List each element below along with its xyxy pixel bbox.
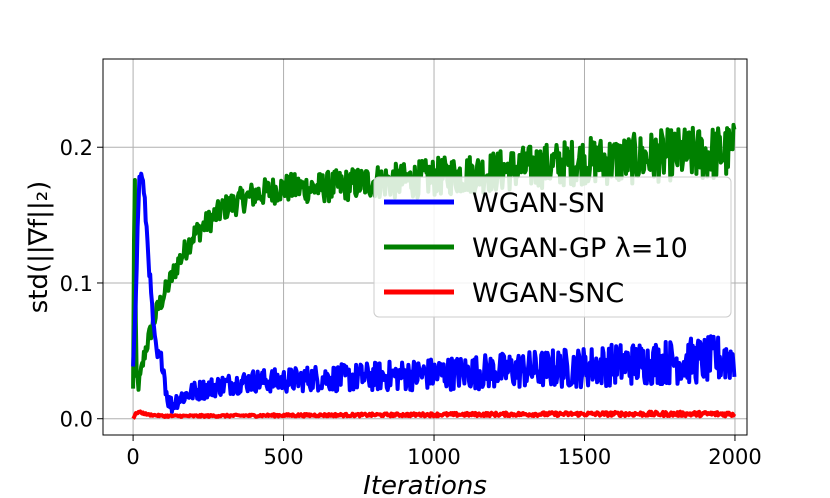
axis-ticks: 0 500 1000 1500 2000 0.0 0.1 0.2 (60, 136, 762, 469)
x-tick-label: 500 (264, 445, 304, 469)
x-tick-label: 1000 (407, 445, 460, 469)
series-line-2 (131, 409, 737, 420)
legend-label: WGAN-SNC (472, 278, 624, 309)
series-line-0 (131, 171, 737, 414)
y-axis-label: std(||∇f||₂) (24, 181, 54, 314)
legend: WGAN-SN WGAN-GP λ=10 WGAN-SNC (373, 176, 732, 318)
legend-box (373, 176, 732, 318)
x-axis-label: Iterations (363, 471, 487, 498)
x-tick-label: 0 (126, 445, 139, 469)
y-tick-label: 0.0 (60, 408, 93, 432)
y-tick-label: 0.1 (60, 272, 93, 296)
x-tick-label: 1500 (558, 445, 611, 469)
legend-label: WGAN-SN (472, 188, 605, 219)
y-tick-label: 0.2 (60, 136, 93, 160)
plot-frame (102, 58, 748, 436)
legend-label: WGAN-GP λ=10 (472, 233, 688, 264)
x-tick-label: 2000 (708, 445, 761, 469)
